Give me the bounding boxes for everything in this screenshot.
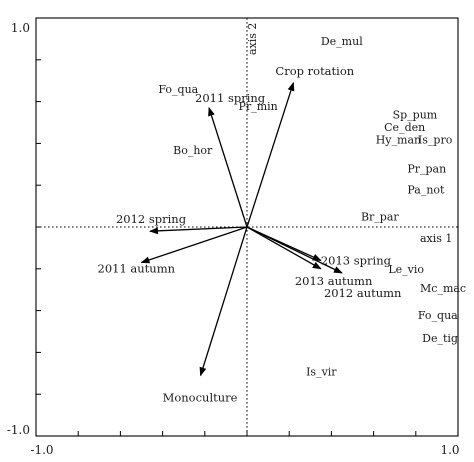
environment-vector-arrow [246,226,322,270]
species-label: Pr_pan [407,163,446,176]
species-label: De_mul [321,35,363,48]
axis-labels: 1.0 -1.0-1.0 1.0 axis 1 axis 2 [7,21,460,457]
species-label: Hy_man [376,133,421,146]
environment-vector-arrow [246,81,295,228]
environmental-vectors: Crop rotation 2011 spring 2012 spring 2011 … [98,64,403,405]
species-label: Pr_min [239,100,278,113]
environment-vector-arrow [148,226,248,235]
x-axis-name: axis 1 [420,232,452,245]
species-label: Pa_not [407,184,445,197]
environment-vector-label: Monoculture [163,390,238,404]
environment-vector-label: 2011 spring [195,91,266,105]
x-tick-label-left: -1.0 [30,443,53,457]
environment-vector-label: 2013 spring [321,253,392,267]
species-label: Bo_hor [173,144,213,157]
environment-vector-label: Crop rotation [275,64,354,78]
species-label: Br_par [361,211,399,224]
species-label: Mc_mac [420,282,466,295]
y-tick-label-bottom: -1.0 [7,423,30,437]
environment-vector-label: 2013 autumn [295,274,373,288]
environment-vector-arrow [199,226,248,377]
environment-vector-arrow [246,226,343,274]
species-label: Ce_den [384,121,425,134]
species-label: Sp_pum [393,108,438,121]
species-label: Is_vir [306,365,337,378]
plot-frame-layer [35,17,459,437]
species-label: Fo_qua [158,83,198,96]
species-label: Is_pro [418,133,453,146]
x-tick-label-right: 1.0 [440,443,459,457]
species-label: Fo_qua [418,309,458,322]
species-labels: De_mul Fo_qua Pr_min Sp_pumCe_denIs_proHy_m… [158,35,466,378]
environment-vector-label: 2011 autumn [98,262,176,276]
y-axis-name: axis 2 [246,23,259,55]
environment-vector-label: 2012 spring [116,212,187,226]
environment-vector-arrow [208,106,248,228]
environment-vector-label: 2012 autumn [324,286,402,300]
species-label: De_tig [422,332,458,345]
species-label: Le_vio [388,263,424,276]
y-tick-label-top: 1.0 [11,21,30,35]
environment-vector-arrow [140,226,248,264]
